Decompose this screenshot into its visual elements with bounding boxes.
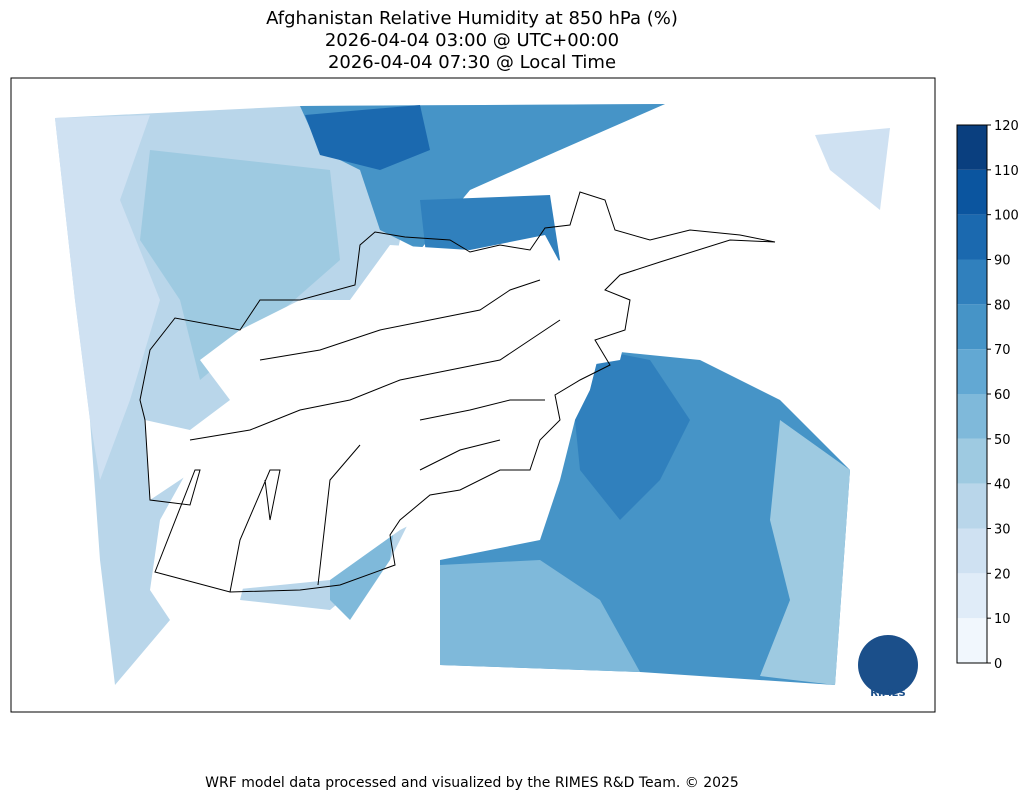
land-mask [145,235,630,590]
colorbar-tick-label: 30 [994,523,1011,538]
humidity-field [140,150,340,380]
colorbar-tick-label: 10 [994,612,1011,627]
humidity-field [440,560,640,672]
title-line: Afghanistan Relative Humidity at 850 hPa… [266,8,678,29]
logo-text: RIMES [870,688,905,699]
colorbar-bin [957,618,987,663]
colorbar-tick-label: 60 [994,388,1011,403]
colorbar-tick-label: 20 [994,567,1011,582]
colorbar-tick-label: 40 [994,478,1011,493]
humidity-field [575,350,690,520]
colorbar-bin [957,528,987,574]
colorbar-bin [957,214,987,260]
borders [139,191,776,593]
colorbar-bin [957,304,987,350]
colorbar: 0 10 20 30 40 50 60 70 80 90 100 110 120 [956,119,1019,672]
humidity-field [760,420,850,685]
colorbar-bin [957,169,987,215]
colorbar-bin [957,125,987,170]
humidity-field [815,128,890,210]
title-line: 2026-04-04 03:00 @ UTC+00:00 [325,30,619,51]
colorbar-bin [957,438,987,484]
logo-badge [858,635,918,695]
colorbar-tick-label: 50 [994,433,1011,448]
title-line: 2026-04-04 07:30 @ Local Time [328,52,616,73]
colorbar-tick-label: 70 [994,343,1011,358]
map: RIMES [10,77,936,713]
humidity-field [305,105,430,170]
colorbar-tick-label: 100 [994,209,1019,224]
colorbar-bin [957,573,987,619]
colorbar-bin [957,349,987,394]
colorbar-tick-label: 90 [994,254,1011,269]
colorbar-bin [957,483,987,529]
colorbar-tick-label: 80 [994,298,1011,313]
colorbar-tick-label: 110 [994,164,1019,179]
logo: RIMES [858,635,918,699]
humidity-field [55,115,160,480]
colorbar-tick-label: 120 [994,119,1019,134]
colorbar-bin [957,394,987,439]
footer: WRF model data processed and visualized … [205,775,739,791]
colorbar-bin [957,259,987,305]
title: Afghanistan Relative Humidity at 850 hPa… [266,8,678,73]
colorbar-tick-label: 0 [994,657,1002,672]
